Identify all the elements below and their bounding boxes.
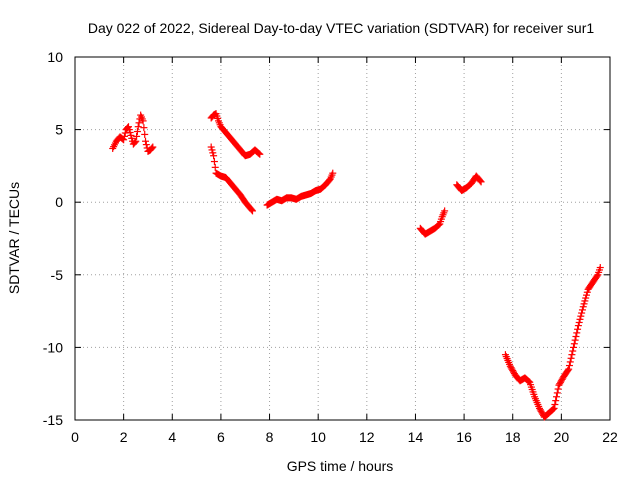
- x-tick-label: 6: [217, 429, 225, 445]
- grid: [75, 57, 610, 420]
- data-point: [120, 136, 128, 144]
- data-point: [140, 124, 148, 132]
- x-tick-label: 20: [554, 429, 570, 445]
- x-tick-label: 18: [505, 429, 521, 445]
- data-point: [441, 207, 449, 215]
- data-point: [570, 340, 578, 348]
- plot-frame: [74, 56, 611, 421]
- data-point: [249, 207, 257, 215]
- x-tick-label: 16: [456, 429, 472, 445]
- y-tick-label: -15: [43, 412, 63, 428]
- data-point: [134, 123, 142, 131]
- data-point: [575, 318, 583, 326]
- data-point: [142, 137, 150, 145]
- data-point: [132, 137, 140, 145]
- data-point: [248, 206, 256, 214]
- x-tick-label: 2: [120, 429, 128, 445]
- data-point: [573, 329, 581, 337]
- chart-title: Day 022 of 2022, Sidereal Day-to-day VTE…: [88, 20, 594, 36]
- data-point: [552, 397, 560, 405]
- data-point: [524, 377, 532, 385]
- axis-ticks: 0 2 4 6 8 10 12 14 16 18 20 22 -15 -10 -5 0 5 10: [43, 49, 618, 445]
- data-point: [569, 347, 577, 355]
- data-point: [593, 272, 601, 280]
- y-axis-label: SDTVAR / TECUs: [6, 182, 22, 294]
- x-tick-label: 22: [602, 429, 618, 445]
- data-point: [578, 306, 586, 314]
- data-point: [567, 354, 575, 362]
- data-point: [553, 393, 560, 401]
- data-point: [574, 322, 582, 330]
- data-point: [525, 378, 533, 386]
- data-point: [135, 119, 143, 127]
- x-tick-label: 8: [266, 429, 274, 445]
- y-tick-label: -5: [51, 267, 64, 283]
- x-tick-label: 12: [359, 429, 375, 445]
- y-tick-label: 5: [55, 122, 63, 138]
- data-point: [256, 150, 264, 158]
- data-point: [255, 150, 263, 158]
- x-tick-label: 0: [71, 429, 79, 445]
- data-point: [210, 152, 218, 160]
- data-point: [570, 343, 578, 351]
- data-point: [565, 365, 573, 373]
- data-point: [131, 138, 139, 146]
- data-point: [565, 362, 573, 370]
- data-point: [549, 405, 557, 413]
- y-tick-label: -10: [43, 339, 63, 355]
- data-point: [210, 158, 218, 166]
- y-tick-label: 0: [55, 194, 63, 210]
- data-point: [550, 404, 558, 412]
- data-point: [148, 144, 156, 152]
- data-point: [120, 132, 128, 140]
- data-point: [435, 221, 443, 229]
- data-point: [434, 221, 442, 229]
- data-point: [149, 143, 157, 151]
- data-point: [254, 149, 262, 157]
- data-point: [141, 130, 149, 138]
- data-point: [572, 333, 580, 341]
- data-point: [548, 406, 556, 414]
- data-point: [577, 312, 585, 320]
- data-point: [578, 309, 586, 317]
- data-point: [596, 264, 604, 272]
- x-tick-label: 10: [310, 429, 326, 445]
- data-point: [564, 366, 572, 374]
- data-point: [553, 389, 561, 397]
- data-point: [142, 141, 150, 149]
- data-point: [576, 315, 584, 323]
- x-axis-label: GPS time / hours: [287, 458, 394, 474]
- data-point: [554, 385, 562, 393]
- data-markers: [109, 110, 604, 421]
- data-point: [477, 178, 485, 186]
- data-point: [571, 336, 579, 344]
- data-point: [476, 177, 484, 185]
- data-point: [139, 117, 147, 125]
- data-point: [551, 401, 559, 409]
- data-point: [133, 128, 141, 136]
- x-tick-label: 14: [408, 429, 424, 445]
- data-point: [566, 358, 574, 366]
- data-point: [568, 351, 576, 359]
- data-point: [211, 163, 219, 171]
- data-point: [133, 132, 141, 140]
- y-tick-label: 10: [47, 49, 63, 65]
- x-tick-label: 4: [168, 429, 176, 445]
- data-point: [574, 325, 582, 333]
- data-point: [329, 169, 337, 177]
